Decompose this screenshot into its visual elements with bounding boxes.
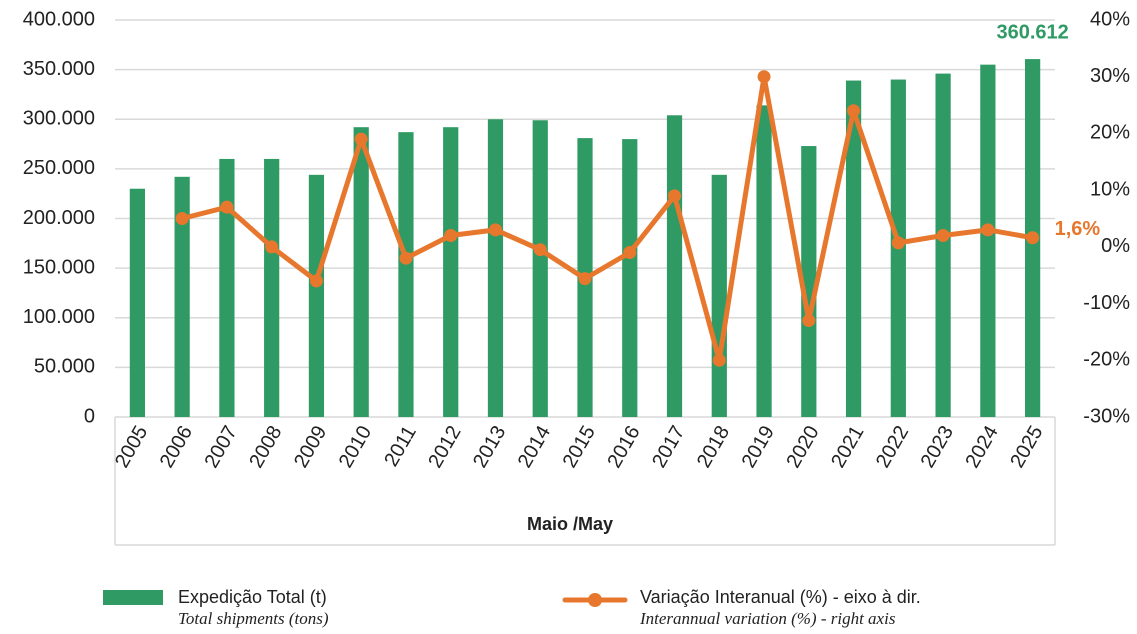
bar (801, 146, 817, 418)
line-marker (265, 240, 279, 254)
line-marker (936, 229, 950, 243)
bar (487, 119, 504, 417)
line-marker (220, 200, 234, 214)
x-tick-label: 2012 (424, 422, 465, 472)
line-marker (533, 243, 547, 257)
x-tick-label: 2006 (156, 422, 197, 472)
line-marker (1026, 231, 1040, 245)
line-marker (757, 70, 771, 84)
y-tick-label: 100.000 (23, 306, 95, 328)
x-tick-label: 2017 (648, 422, 689, 472)
x-tick-label: 2005 (111, 422, 152, 472)
x-tick-label: 2010 (335, 422, 376, 472)
bar (666, 115, 683, 417)
data-label: 360.612 (996, 21, 1068, 43)
legend-label: Expedição Total (t) (178, 587, 327, 607)
line-marker (309, 274, 323, 288)
y2-tick-label: -10% (1083, 292, 1130, 314)
y2-tick-label: -30% (1083, 405, 1130, 427)
bar (622, 139, 638, 417)
bar (711, 174, 727, 417)
bar (129, 188, 145, 417)
bar (353, 127, 369, 417)
bar (980, 64, 996, 417)
legend-sublabel: Total shipments (tons) (178, 609, 329, 628)
y2-tick-label: -20% (1083, 349, 1130, 371)
x-tick-label: 2024 (961, 422, 1002, 472)
y2-tick-label: 20% (1090, 122, 1130, 144)
y-tick-label: 350.000 (23, 58, 95, 80)
bar (308, 174, 325, 417)
y-tick-label: 50.000 (34, 356, 95, 378)
x-tick-label: 2016 (603, 422, 644, 472)
x-tick-label: 2007 (201, 422, 242, 472)
y-tick-label: 250.000 (23, 157, 95, 179)
line-marker (175, 212, 189, 225)
y2-tick-label: 10% (1090, 178, 1130, 200)
line-marker (444, 229, 458, 243)
legend-swatch (588, 593, 602, 607)
line-marker (847, 104, 861, 118)
x-tick-label: 2009 (290, 422, 331, 472)
legend-label: Variação Interanual (%) - eixo à dir. (640, 587, 921, 607)
x-axis-title: Maio /May (527, 514, 613, 534)
x-tick-label: 2021 (827, 422, 868, 472)
y-tick-label: 200.000 (23, 207, 95, 229)
line-marker (399, 251, 413, 265)
y-tick-label: 300.000 (23, 108, 95, 130)
y-tick-label: 150.000 (23, 256, 95, 278)
x-tick-label: 2008 (245, 422, 286, 472)
line-marker (623, 246, 637, 260)
x-tick-label: 2019 (738, 422, 779, 472)
x-tick-label: 2023 (917, 422, 958, 472)
line-marker (891, 236, 905, 250)
x-tick-label: 2018 (693, 422, 734, 472)
x-tick-label: 2014 (514, 422, 555, 472)
y-tick-label: 0 (84, 405, 95, 427)
line-marker (488, 223, 502, 237)
y-tick-label: 400.000 (23, 8, 95, 30)
bar (935, 73, 951, 417)
bar (532, 120, 548, 418)
line-marker (802, 314, 816, 328)
line-marker (354, 132, 368, 146)
legend-sublabel: Interannual variation (%) - right axis (639, 609, 896, 628)
line (181, 74, 1034, 363)
bar (219, 158, 235, 417)
bar (398, 132, 414, 417)
line-marker (578, 272, 592, 286)
x-tick-label: 2011 (380, 422, 421, 470)
x-tick-label: 2020 (782, 422, 823, 472)
line-marker (668, 189, 682, 203)
bar (845, 80, 862, 417)
bar (174, 176, 190, 417)
bar (756, 105, 772, 417)
bar (264, 158, 280, 417)
line-marker (712, 353, 726, 367)
y2-tick-label: 0% (1101, 235, 1130, 257)
data-label: 1,6% (1055, 218, 1101, 240)
legend-swatch (103, 590, 163, 605)
y2-tick-label: 30% (1090, 65, 1130, 87)
x-tick-label: 2015 (559, 422, 600, 472)
bar (443, 127, 459, 417)
y2-tick-label: 40% (1090, 8, 1130, 30)
line-marker (981, 223, 995, 237)
x-tick-label: 2025 (1006, 422, 1047, 472)
x-tick-label: 2022 (872, 422, 913, 472)
x-tick-label: 2013 (469, 422, 510, 472)
